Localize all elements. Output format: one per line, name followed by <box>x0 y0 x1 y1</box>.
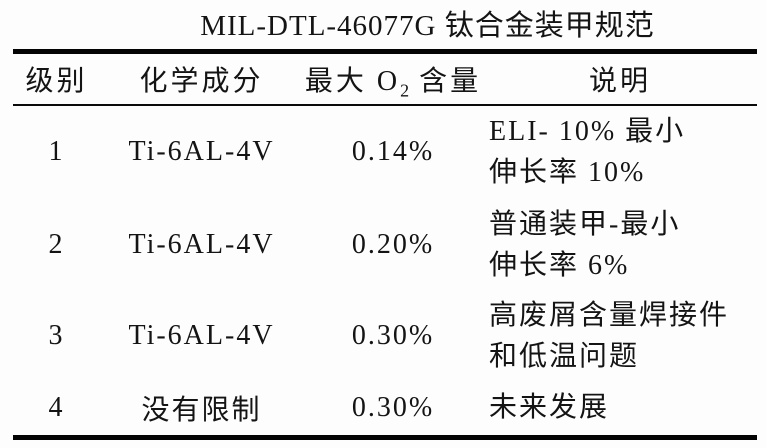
max-o2-cell: 0.30% <box>351 391 435 423</box>
grade-cell: 2 <box>48 228 65 260</box>
table-title: MIL-DTL-46077G 钛合金装甲规范 <box>200 10 655 42</box>
max-o2-suffix: 含量 <box>409 65 482 97</box>
grade-cell: 3 <box>48 319 65 351</box>
o2-subscript: 2 <box>400 80 410 101</box>
description-cell: 普通装甲-最小 伸长率 6% <box>489 208 681 281</box>
grade-cell: 4 <box>48 391 65 423</box>
table-row: 2 Ti-6AL-4V 0.20% 普通装甲-最小 伸长率 6% <box>13 199 757 291</box>
header-cell-grade: 级别 <box>13 51 100 106</box>
description-cell: 未来发展 <box>489 392 610 424</box>
table-row: 4 没有限制 0.30% 未来发展 <box>13 381 757 438</box>
spec-table: 级别 化学成分 最大 O2 含量 说明 1 Ti-6AL-4V 0.14% EL… <box>13 49 757 440</box>
table-row: 1 Ti-6AL-4V 0.14% ELI- 10% 最小 伸长率 10% <box>13 105 757 199</box>
max-o2-cell: 0.30% <box>351 319 435 351</box>
composition-cell: Ti-6AL-4V <box>128 319 275 351</box>
composition-cell: Ti-6AL-4V <box>128 136 275 167</box>
composition-cell: Ti-6AL-4V <box>128 228 275 260</box>
header-cell-composition: 化学成分 <box>100 51 303 106</box>
grade-cell: 1 <box>48 136 65 167</box>
max-o2-prefix: 最大 O <box>304 65 401 97</box>
header-cell-max-o2: 最大 O2 含量 <box>303 51 483 106</box>
table-header-row: 级别 化学成分 最大 O2 含量 说明 <box>13 51 757 106</box>
table-row: 3 Ti-6AL-4V 0.30% 高废屑含量焊接件 和低温问题 <box>13 291 757 381</box>
max-o2-cell: 0.20% <box>351 228 435 260</box>
description-cell: 高废屑含量焊接件 和低温问题 <box>489 299 730 372</box>
composition-cell: 没有限制 <box>141 394 262 426</box>
header-cell-description: 说明 <box>483 51 757 106</box>
max-o2-cell: 0.14% <box>351 136 435 167</box>
description-cell: ELI- 10% 最小 伸长率 10% <box>489 116 686 188</box>
